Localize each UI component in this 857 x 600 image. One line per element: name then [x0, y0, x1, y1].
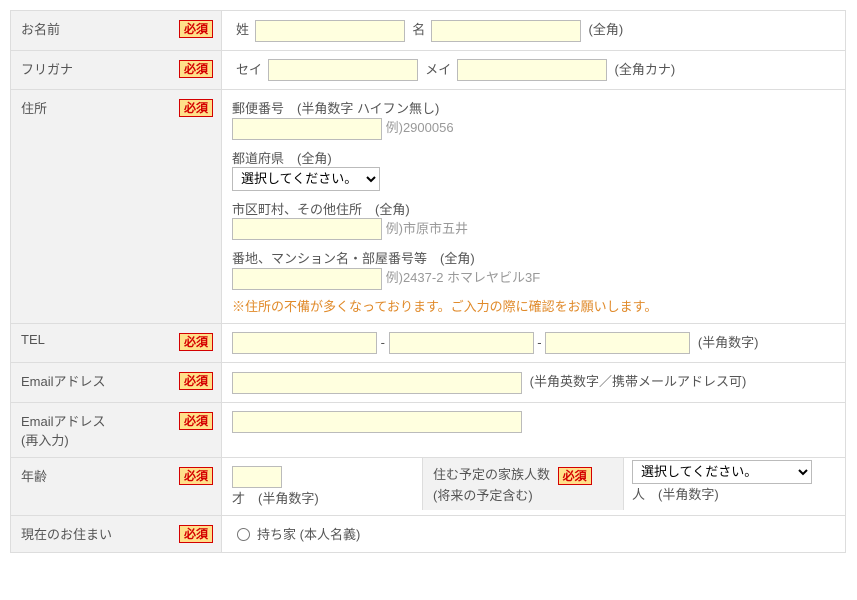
input-postal-code[interactable]	[232, 118, 382, 140]
label-family-1: 住む予定の家族人数	[433, 467, 550, 482]
row-content-tel: - - (半角数字)	[222, 323, 846, 363]
label-email-confirm-2: (再入力)	[21, 433, 69, 448]
required-badge: 必須	[179, 333, 213, 351]
label-age: 年齢	[21, 469, 47, 484]
row-header-furigana: フリガナ 必須	[11, 50, 222, 90]
label-prefecture: 都道府県 (全角)	[232, 148, 835, 167]
inquiry-form: お名前 必須 姓 名 (全角) フリガナ 必須 セイ メイ (全角カナ) 住所 …	[10, 10, 846, 553]
input-building[interactable]	[232, 268, 382, 290]
select-family-count[interactable]: 選択してください。	[632, 460, 812, 484]
label-family-2: (将来の予定含む)	[433, 488, 533, 503]
label-name: お名前	[21, 22, 60, 37]
family-unit: 人 (半角数字)	[632, 487, 719, 502]
input-email-confirm[interactable]	[232, 411, 522, 433]
age-unit: 才 (半角数字)	[232, 491, 319, 506]
hint-postal: 例)2900056	[386, 120, 454, 135]
row-content-age-family: 才 (半角数字) 住む予定の家族人数 必須 (将来の予定含む) 選択してください…	[222, 457, 846, 515]
label-sei: 姓	[236, 22, 249, 37]
row-header-tel: TEL 必須	[11, 323, 222, 363]
label-email: Emailアドレス	[21, 374, 106, 389]
row-header-address: 住所 必須	[11, 90, 222, 324]
hint-furigana: (全角カナ)	[615, 62, 676, 77]
input-tel-2[interactable]	[389, 332, 534, 354]
row-content-residence: 持ち家 (本人名義)	[222, 515, 846, 553]
input-email[interactable]	[232, 372, 522, 394]
address-note: ※住所の不備が多くなっております。ご入力の際に確認をお願いします。	[232, 296, 835, 315]
residence-option-1-radio[interactable]	[237, 528, 250, 541]
required-badge: 必須	[179, 99, 213, 117]
tel-sep-1: -	[381, 335, 385, 350]
input-municipality[interactable]	[232, 218, 382, 240]
required-badge: 必須	[179, 525, 213, 543]
label-tel: TEL	[21, 332, 45, 347]
hint-tel: (半角数字)	[698, 335, 759, 350]
row-header-age: 年齢 必須	[11, 457, 222, 515]
hint-email: (半角英数字／携帯メールアドレス可)	[530, 374, 747, 389]
required-badge: 必須	[179, 467, 213, 485]
required-badge: 必須	[179, 372, 213, 390]
label-mei: 名	[412, 22, 425, 37]
label-address: 住所	[21, 101, 47, 116]
row-header-email: Emailアドレス 必須	[11, 363, 222, 403]
row-content-furigana: セイ メイ (全角カナ)	[222, 50, 846, 90]
row-content-name: 姓 名 (全角)	[222, 11, 846, 51]
label-postal: 郵便番号 (半角数字 ハイフン無し)	[232, 98, 835, 117]
row-header-name: お名前 必須	[11, 11, 222, 51]
input-age[interactable]	[232, 466, 282, 488]
label-municipality: 市区町村、その他住所 (全角)	[232, 199, 835, 218]
label-furigana: フリガナ	[21, 62, 73, 77]
tel-sep-2: -	[537, 335, 541, 350]
label-email-confirm-1: Emailアドレス	[21, 414, 106, 429]
label-mei-kana: メイ	[425, 62, 451, 77]
hint-building: 例)2437-2 ホマレヤビル3F	[386, 270, 541, 285]
label-residence: 現在のお住まい	[21, 527, 112, 542]
row-content-email-confirm	[222, 402, 846, 457]
input-first-name[interactable]	[431, 20, 581, 42]
row-header-family: 住む予定の家族人数 必須 (将来の予定含む)	[422, 458, 624, 510]
row-header-residence: 現在のお住まい 必須	[11, 515, 222, 553]
label-sei-kana: セイ	[236, 62, 262, 77]
select-prefecture[interactable]: 選択してください。	[232, 167, 380, 191]
input-last-name[interactable]	[255, 20, 405, 42]
row-header-email-confirm: Emailアドレス (再入力) 必須	[11, 402, 222, 457]
input-tel-3[interactable]	[545, 332, 690, 354]
required-badge: 必須	[179, 20, 213, 38]
residence-option-1-text: 持ち家 (本人名義)	[257, 524, 360, 543]
input-tel-1[interactable]	[232, 332, 377, 354]
row-content-address: 郵便番号 (半角数字 ハイフン無し) 例)2900056 都道府県 (全角) 選…	[222, 90, 846, 324]
required-badge: 必須	[179, 412, 213, 430]
hint-name: (全角)	[589, 22, 624, 37]
input-last-name-kana[interactable]	[268, 59, 418, 81]
required-badge: 必須	[558, 467, 592, 485]
label-building: 番地、マンション名・部屋番号等 (全角)	[232, 248, 835, 267]
hint-municipality: 例)市原市五井	[386, 221, 468, 236]
required-badge: 必須	[179, 60, 213, 78]
input-first-name-kana[interactable]	[457, 59, 607, 81]
residence-option-1-label[interactable]: 持ち家 (本人名義)	[232, 524, 360, 543]
row-content-email: (半角英数字／携帯メールアドレス可)	[222, 363, 846, 403]
